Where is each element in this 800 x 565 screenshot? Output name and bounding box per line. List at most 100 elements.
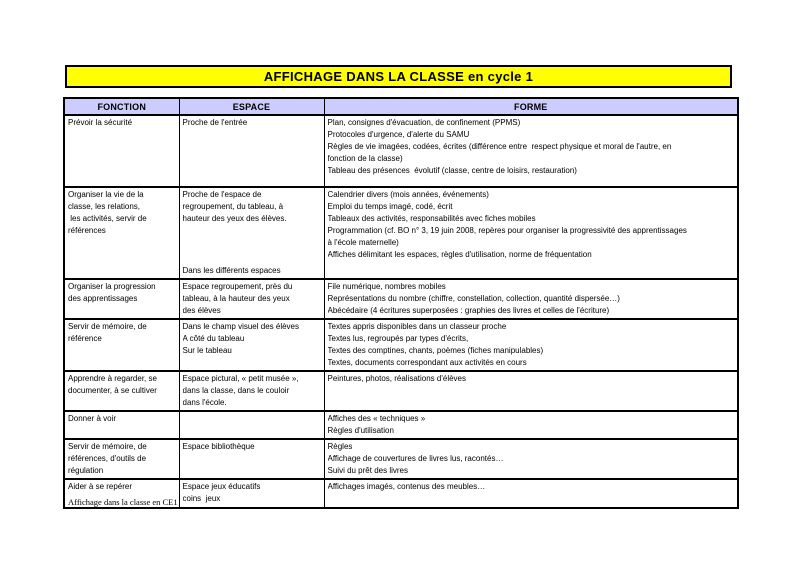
cell-line: Proche de l'entrée xyxy=(182,118,248,127)
cell-line: hauteur des yeux des élèves. xyxy=(182,214,287,223)
cell-line: Suivi du prêt des livres xyxy=(327,466,408,475)
cell-line: les activités, servir de xyxy=(68,214,147,223)
forme-cell: Calendrier divers (mois années, événemen… xyxy=(323,186,739,280)
table-row: Apprendre à regarder, se documenter, à se… xyxy=(63,370,739,412)
cell-line: des apprentissages xyxy=(68,294,138,303)
cell-line: Tableau des présences évolutif (classe, … xyxy=(327,166,577,175)
fonction-cell: Servir de mémoire, de référence xyxy=(63,318,180,372)
cell-line: Textes des comptines, chants, poèmes (fi… xyxy=(327,346,544,355)
table-row: Donner à voir Affiches des « techniques »… xyxy=(63,410,739,440)
cell-line: référence xyxy=(68,334,102,343)
cell-line: Espace regroupement, près du xyxy=(182,282,293,291)
cell-line: Donner à voir xyxy=(68,414,117,423)
forme-cell: Règles Affichage de couvertures de livres… xyxy=(323,438,739,480)
cell-line: à l'école maternelle) xyxy=(327,238,399,247)
cell-line: Sur le tableau xyxy=(182,346,232,355)
cell-line: Représentations du nombre (chiffre, cons… xyxy=(327,294,620,303)
cell-line: Organiser la progression xyxy=(68,282,156,291)
forme-cell: File numérique, nombres mobiles Représent… xyxy=(323,278,739,320)
cell-line: tableau, à la hauteur des yeux xyxy=(182,294,290,303)
header-row: FONCTION ESPACE FORME xyxy=(63,97,739,116)
forme-cell: Plan, consignes d'évacuation, de confine… xyxy=(323,114,739,188)
cell-line: A côté du tableau xyxy=(182,334,245,343)
cell-line: Espace jeux éducatifs xyxy=(182,482,261,491)
table-body: Prévoir la sécurité Proche de l'entrée Pla… xyxy=(63,114,739,509)
cell-line: Peintures, photos, réalisations d'élèves xyxy=(327,374,467,383)
cell-line: des élèves xyxy=(182,306,221,315)
espace-cell: Dans le champ visuel des élèves A côté du… xyxy=(178,318,325,372)
espace-bottom-line: Dans les différents espaces xyxy=(182,266,281,275)
fonction-cell: Aider à se repérer xyxy=(63,478,180,509)
cell-line: Espace pictural, « petit musée », xyxy=(182,374,299,383)
cell-line: Textes appris disponibles dans un classe… xyxy=(327,322,507,331)
cell-line: Aider à se repérer xyxy=(68,482,133,491)
cell-line: Servir de mémoire, de xyxy=(68,442,147,451)
cell-line: Textes, documents correspondant aux acti… xyxy=(327,358,527,367)
cell-line: documenter, à se cultiver xyxy=(68,386,157,395)
cell-line: Affiches des « techniques » xyxy=(327,414,426,423)
column-header-fonction: FONCTION xyxy=(63,97,180,116)
fonction-cell: Organiser la vie de la classe, les relati… xyxy=(63,186,180,280)
cell-line: Textes lus, regroupés par types d'écrits… xyxy=(327,334,469,343)
cell-line: références, d'outils de xyxy=(68,454,147,463)
cell-line: Affiches délimitant les espaces, règles … xyxy=(327,250,592,259)
cell-line: Espace bibliothèque xyxy=(182,442,255,451)
cell-line: références xyxy=(68,226,106,235)
cell-line: Prévoir la sécurité xyxy=(68,118,133,127)
cell-line: regroupement, du tableau, à xyxy=(182,202,284,211)
espace-cell: Proche de l'espace de regroupement, du ta… xyxy=(178,186,325,280)
espace-cell: Espace pictural, « petit musée », dans la… xyxy=(178,370,325,412)
forme-cell: Affiches des « techniques » Règles d'util… xyxy=(323,410,739,440)
cell-line: dans l'école. xyxy=(182,398,227,407)
fonction-cell: Prévoir la sécurité xyxy=(63,114,180,188)
document-title: AFFICHAGE DANS LA CLASSE en cycle 1 xyxy=(65,65,732,88)
cell-line: Règles xyxy=(327,442,353,451)
cell-line: Affichages imagés, contenus des meubles… xyxy=(327,482,486,491)
cell-line: Proche de l'espace de xyxy=(182,190,262,199)
espace-cell: Espace regroupement, près du tableau, à l… xyxy=(178,278,325,320)
cell-line: Tableaux des activités, responsabilités … xyxy=(327,214,536,223)
table-row: Servir de mémoire, de référence Dans le ch… xyxy=(63,318,739,372)
cell-line: Plan, consignes d'évacuation, de confine… xyxy=(327,118,521,127)
fonction-cell: Donner à voir xyxy=(63,410,180,440)
table-row: Organiser la progression des apprentissag… xyxy=(63,278,739,320)
cell-line: Apprendre à regarder, se xyxy=(68,374,157,383)
cell-line: Règles de vie imagées, codées, écrites (… xyxy=(327,142,672,151)
espace-cell: Proche de l'entrée xyxy=(178,114,325,188)
footer-note: Affichage dans la classe en CE1 xyxy=(68,497,178,507)
cell-line: Affichage de couvertures de livres lus, … xyxy=(327,454,504,463)
affichage-table: FONCTION ESPACE FORME Prévoir la sécurit… xyxy=(63,97,739,509)
cell-line: Calendrier divers (mois années, événemen… xyxy=(327,190,489,199)
fonction-cell: Organiser la progression des apprentissag… xyxy=(63,278,180,320)
column-header-espace: ESPACE xyxy=(178,97,325,116)
espace-cell: Espace jeux éducatifs coins jeux xyxy=(178,478,325,509)
espace-cell xyxy=(178,410,325,440)
fonction-cell: Apprendre à regarder, se documenter, à se… xyxy=(63,370,180,412)
cell-line: fonction de la classe) xyxy=(327,154,403,163)
fonction-cell: Servir de mémoire, de références, d'outil… xyxy=(63,438,180,480)
cell-line: régulation xyxy=(68,466,104,475)
table-header: FONCTION ESPACE FORME xyxy=(63,97,739,116)
cell-line: File numérique, nombres mobiles xyxy=(327,282,446,291)
cell-line: Règles d'utilisation xyxy=(327,426,394,435)
cell-line: coins jeux xyxy=(182,494,221,503)
forme-cell: Affichages imagés, contenus des meubles… xyxy=(323,478,739,509)
cell-line: Dans le champ visuel des élèves xyxy=(182,322,300,331)
cell-line: Emploi du temps imagé, codé, écrit xyxy=(327,202,453,211)
table-row: Servir de mémoire, de références, d'outil… xyxy=(63,438,739,480)
forme-cell: Peintures, photos, réalisations d'élèves xyxy=(323,370,739,412)
cell-line: classe, les relations, xyxy=(68,202,141,211)
cell-line: dans la classe, dans le couloir xyxy=(182,386,290,395)
table-row: Prévoir la sécurité Proche de l'entrée Pla… xyxy=(63,114,739,188)
cell-line: Servir de mémoire, de xyxy=(68,322,147,331)
column-header-forme: FORME xyxy=(323,97,739,116)
espace-cell: Espace bibliothèque xyxy=(178,438,325,480)
cell-line: Protocoles d'urgence, d'alerte du SAMU xyxy=(327,130,470,139)
cell-line: Programmation (cf. BO n° 3, 19 juin 2008… xyxy=(327,226,687,235)
cell-line: Abécédaire (4 écritures superposées : gr… xyxy=(327,306,610,315)
table-row: Organiser la vie de la classe, les relati… xyxy=(63,186,739,280)
table-row: Aider à se repérer Espace jeux éducatifs c… xyxy=(63,478,739,509)
cell-line: Organiser la vie de la xyxy=(68,190,144,199)
forme-cell: Textes appris disponibles dans un classe… xyxy=(323,318,739,372)
